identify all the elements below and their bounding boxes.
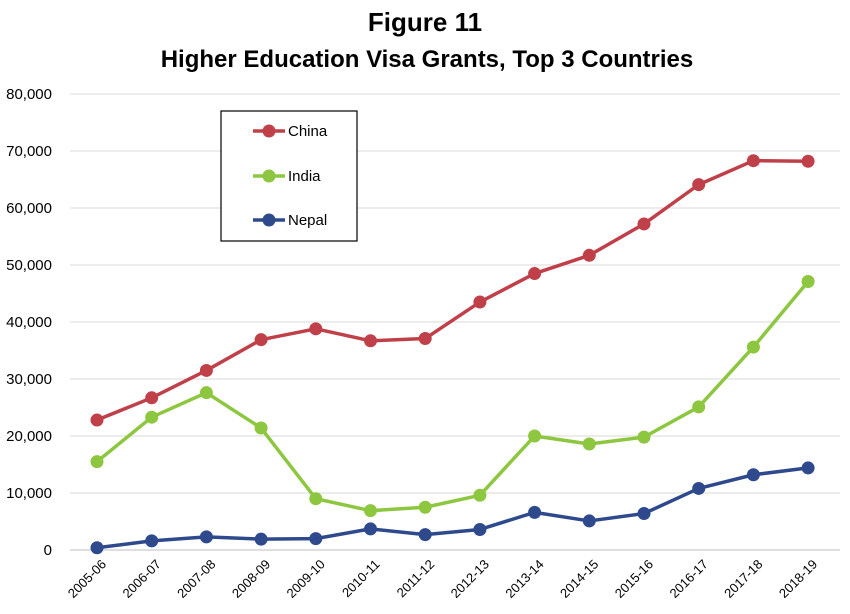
y-tick-label: 60,000 <box>6 200 52 217</box>
data-point-china <box>746 154 760 168</box>
legend: China India Nepal <box>220 110 358 242</box>
data-point-china <box>692 178 706 192</box>
data-point-nepal <box>418 528 432 542</box>
data-point-nepal <box>145 534 159 548</box>
legend-label-nepal: Nepal <box>288 212 327 229</box>
x-tick-label: 2017-18 <box>721 557 765 601</box>
data-point-nepal <box>637 507 651 521</box>
data-point-india <box>309 492 323 506</box>
legend-label-india: India <box>288 168 321 185</box>
data-point-china <box>637 217 651 231</box>
y-tick-label: 40,000 <box>6 314 52 331</box>
legend-marker-india <box>262 169 276 183</box>
data-point-china <box>254 333 268 347</box>
data-point-nepal <box>801 461 815 475</box>
series-line-china <box>96 158 809 422</box>
y-tick-label: 80,000 <box>6 86 52 103</box>
data-point-india <box>145 410 159 424</box>
legend-marker-china <box>262 124 276 138</box>
x-tick-label: 2018-19 <box>776 557 820 601</box>
x-tick-label: 2009-10 <box>284 557 328 601</box>
data-point-nepal <box>364 522 377 536</box>
y-tick-label: 20,000 <box>6 428 52 445</box>
data-point-india <box>692 400 706 414</box>
data-point-china <box>801 154 815 168</box>
data-point-india <box>746 340 760 354</box>
data-point-india <box>199 386 213 400</box>
data-point-china <box>473 295 487 309</box>
data-point-india <box>473 488 487 502</box>
legend-item-india: India <box>253 168 321 185</box>
y-axis: 0 10,000 20,000 30,000 40,000 50,000 60,000 70,… <box>6 86 52 559</box>
data-point-nepal <box>746 468 760 482</box>
chart-title: Figure 11 <box>368 7 482 37</box>
y-tick-label: 10,000 <box>6 485 52 502</box>
data-point-china <box>309 322 323 336</box>
data-point-china <box>418 332 432 346</box>
data-point-india <box>637 430 651 444</box>
series-india <box>90 275 815 518</box>
x-tick-label: 2010-11 <box>339 557 383 601</box>
x-axis: 2005-06 2006-07 2007-08 2008-09 2009-10 2010-… <box>65 557 820 601</box>
series-nepal <box>90 461 815 555</box>
data-point-india <box>90 455 104 469</box>
data-point-china <box>90 413 104 427</box>
y-tick-label: 30,000 <box>6 371 52 388</box>
data-point-nepal <box>473 522 487 536</box>
x-tick-label: 2005-06 <box>65 557 109 601</box>
series-layer <box>90 154 815 555</box>
x-tick-label: 2006-07 <box>119 557 163 601</box>
x-tick-label: 2015-16 <box>612 557 656 601</box>
data-point-china <box>582 248 596 262</box>
y-tick-label: 50,000 <box>6 257 52 274</box>
data-point-india <box>418 500 432 514</box>
data-point-nepal <box>90 541 104 555</box>
series-line-nepal <box>96 466 809 550</box>
x-tick-label: 2016-17 <box>666 557 710 601</box>
x-tick-label: 2011-12 <box>394 557 438 601</box>
data-point-nepal <box>528 505 542 519</box>
legend-item-nepal: Nepal <box>253 212 327 229</box>
chart-subtitle: Higher Education Visa Grants, Top 3 Coun… <box>161 46 694 73</box>
legend-box <box>220 110 358 242</box>
series-china <box>90 154 815 427</box>
data-point-nepal <box>199 530 213 544</box>
data-point-india <box>801 275 815 289</box>
gridlines <box>70 93 840 551</box>
data-point-india <box>254 421 268 435</box>
y-tick-label: 70,000 <box>6 143 52 160</box>
data-point-nepal <box>582 514 596 528</box>
x-tick-label: 2012-13 <box>448 557 492 601</box>
legend-marker-nepal <box>262 213 276 227</box>
data-point-nepal <box>692 481 706 495</box>
data-point-china <box>528 267 542 281</box>
legend-item-china: China <box>253 123 328 140</box>
data-point-india <box>528 429 542 443</box>
data-point-china <box>199 363 213 377</box>
y-tick-label: 0 <box>44 542 52 559</box>
data-point-india <box>364 504 377 518</box>
x-tick-label: 2014-15 <box>557 557 601 601</box>
data-point-nepal <box>309 532 323 546</box>
data-point-china <box>364 334 377 348</box>
data-point-china <box>145 391 159 405</box>
data-point-india <box>582 437 596 451</box>
data-point-nepal <box>254 532 268 546</box>
x-tick-label: 2007-08 <box>174 557 218 601</box>
legend-label-china: China <box>288 123 328 140</box>
x-tick-label: 2008-09 <box>229 557 273 601</box>
x-tick-label: 2013-14 <box>502 557 546 601</box>
series-line-india <box>95 280 810 513</box>
